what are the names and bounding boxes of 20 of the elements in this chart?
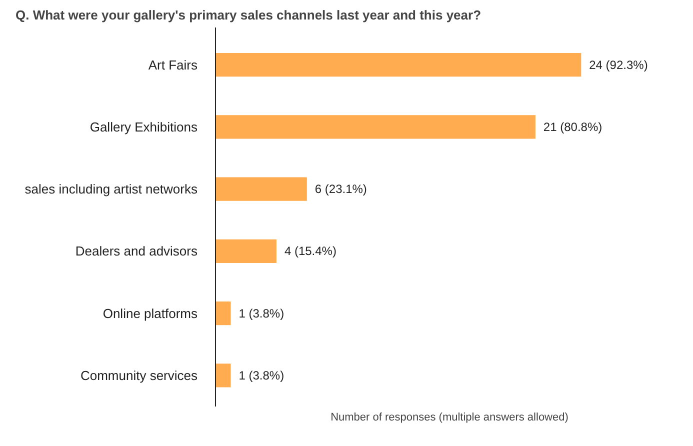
y-tick-label: sales including artist networks (24, 182, 198, 197)
chart-title: Q. What were your gallery's primary sales channels last year and this year? (16, 8, 482, 22)
bar (216, 302, 231, 326)
data-label: 1 (3.8%) (238, 368, 284, 382)
y-tick-label: Art Fairs (148, 57, 198, 72)
bar (216, 115, 536, 139)
y-tick-label: Community services (80, 368, 198, 383)
bar (216, 177, 307, 201)
bar (216, 239, 276, 263)
data-label: 4 (15.4%) (284, 244, 336, 258)
data-label: 1 (3.8%) (238, 306, 284, 320)
data-label: 24 (92.3%) (589, 58, 648, 72)
y-tick-label: Gallery Exhibitions (90, 119, 198, 134)
y-tick-label: Online platforms (102, 306, 198, 321)
x-axis-title: Number of responses (multiple answers allowed) (330, 412, 568, 424)
bar (216, 364, 231, 388)
bar (216, 52, 582, 77)
y-tick-label: Dealers and advisors (75, 244, 198, 259)
data-label: 21 (80.8%) (543, 120, 602, 134)
data-label: 6 (23.1%) (314, 182, 367, 196)
